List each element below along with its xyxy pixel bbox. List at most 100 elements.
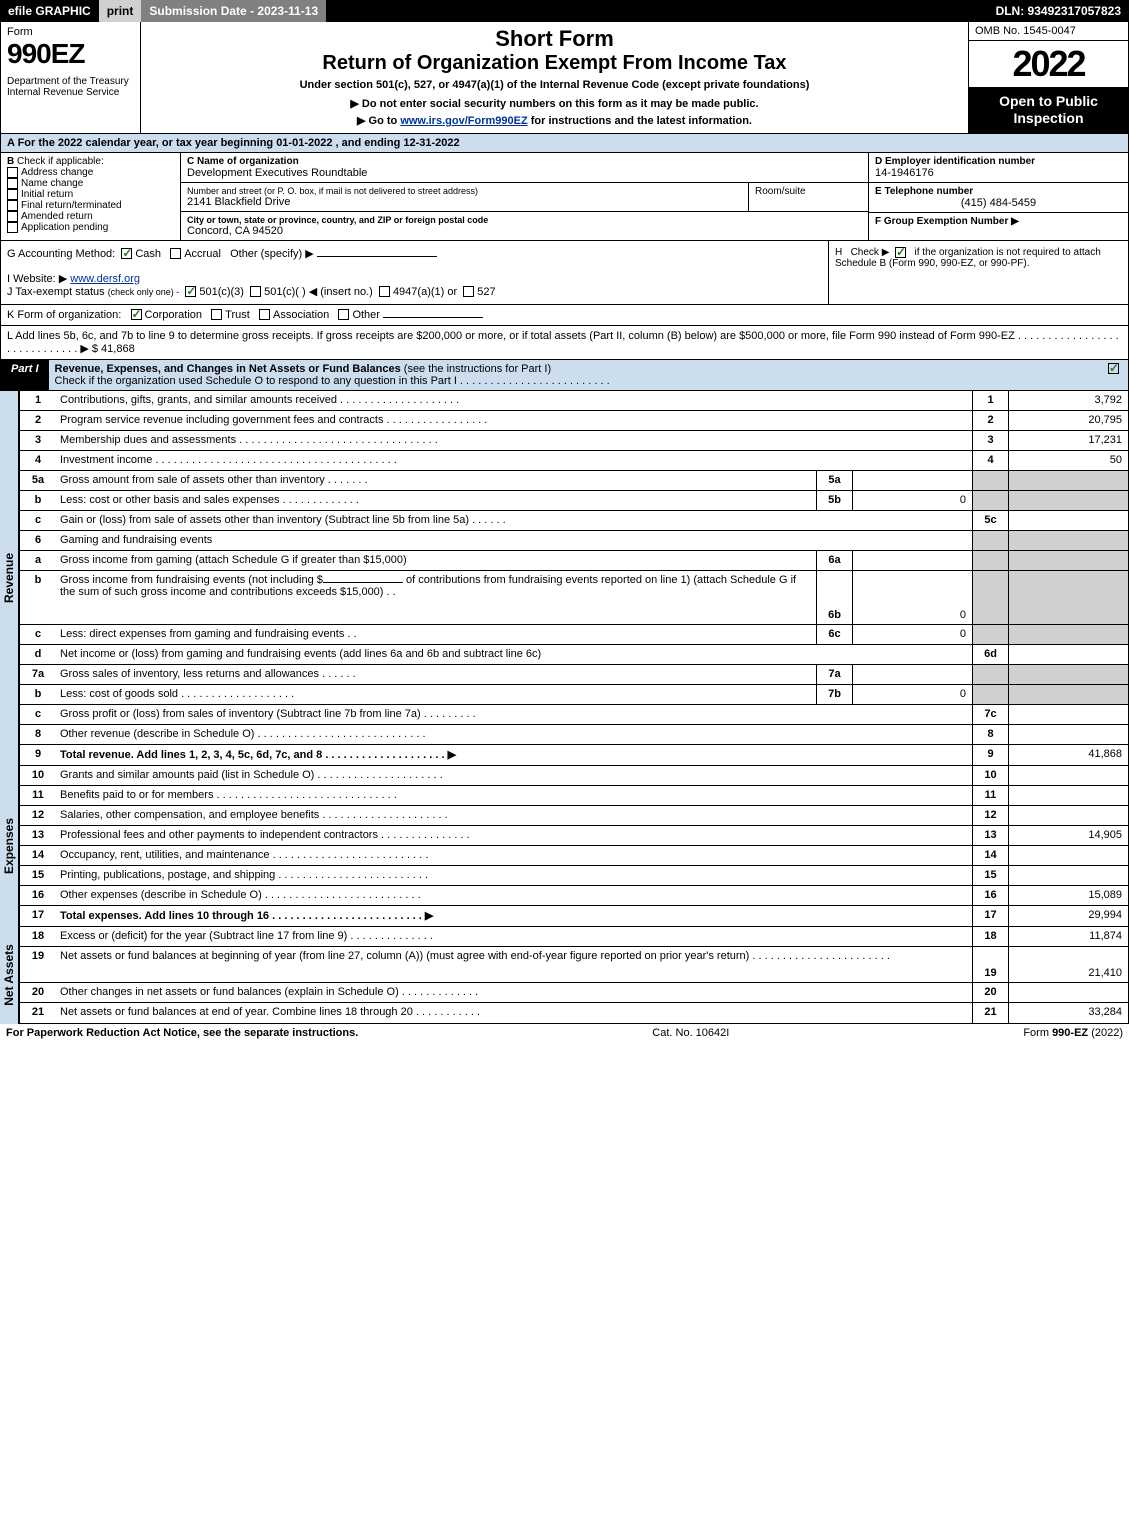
line-12: 12Salaries, other compensation, and empl… [20, 806, 1128, 826]
line-2-desc: Program service revenue including govern… [56, 411, 972, 430]
initial-return-label: Initial return [21, 189, 73, 200]
line-11: 11Benefits paid to or for members . . . … [20, 786, 1128, 806]
line-6c-rnum [972, 625, 1008, 644]
form-label: Form [7, 26, 134, 38]
part1-sched-o-checkbox[interactable] [1108, 363, 1119, 374]
line-18-num: 18 [20, 927, 56, 946]
website-link[interactable]: www.dersf.org [70, 273, 140, 285]
line-5a-sn: 5a [816, 471, 852, 490]
501c3-checkbox[interactable] [185, 286, 196, 297]
other-org-checkbox[interactable] [338, 309, 349, 320]
line-1-rval: 3,792 [1008, 391, 1128, 410]
corp-checkbox[interactable] [131, 309, 142, 320]
line-9: 9Total revenue. Add lines 1, 2, 3, 4, 5c… [20, 745, 1128, 765]
line-21-num: 21 [20, 1003, 56, 1023]
line-5c-rval [1008, 511, 1128, 530]
header-left: Form 990EZ Department of the Treasury In… [1, 22, 141, 133]
501c-label: 501(c)( ) ◀ (insert no.) [264, 286, 373, 298]
city-value: Concord, CA 94520 [187, 225, 862, 237]
other-org-input[interactable] [383, 317, 483, 318]
under-section: Under section 501(c), 527, or 4947(a)(1)… [151, 79, 958, 91]
line-11-rnum: 11 [972, 786, 1008, 805]
line-10-desc: Grants and similar amounts paid (list in… [56, 766, 972, 785]
expenses-sidelabel: Expenses [0, 766, 19, 927]
accrual-checkbox[interactable] [170, 248, 181, 259]
revenue-section: Revenue 1Contributions, gifts, grants, a… [0, 391, 1129, 766]
form-header: Form 990EZ Department of the Treasury In… [0, 22, 1129, 134]
line-13-rnum: 13 [972, 826, 1008, 845]
line-11-desc: Benefits paid to or for members . . . . … [56, 786, 972, 805]
ein-label: D Employer identification number [875, 156, 1122, 167]
irs-link[interactable]: www.irs.gov/Form990EZ [400, 115, 527, 127]
cash-checkbox[interactable] [121, 248, 132, 259]
line-18-rnum: 18 [972, 927, 1008, 946]
line-14-rnum: 14 [972, 846, 1008, 865]
line-6c-desc: Less: direct expenses from gaming and fu… [56, 625, 816, 644]
other-method-input[interactable] [317, 256, 437, 257]
line-11-rval [1008, 786, 1128, 805]
footer-left: For Paperwork Reduction Act Notice, see … [6, 1027, 358, 1039]
line-15-desc: Printing, publications, postage, and shi… [56, 866, 972, 885]
line-5b-rval [1008, 491, 1128, 510]
netassets-section: Net Assets 18Excess or (deficit) for the… [0, 927, 1129, 1024]
line-20-rnum: 20 [972, 983, 1008, 1002]
line-6c: cLess: direct expenses from gaming and f… [20, 625, 1128, 645]
name-change-checkbox[interactable] [7, 178, 18, 189]
line-5b-rnum [972, 491, 1008, 510]
accrual-label: Accrual [184, 248, 221, 260]
line-12-num: 12 [20, 806, 56, 825]
l-value: 41,868 [101, 343, 135, 355]
line-7b-rnum [972, 685, 1008, 704]
org-name-value: Development Executives Roundtable [187, 167, 862, 179]
line-8-rnum: 8 [972, 725, 1008, 744]
phone-value: (415) 484-5459 [875, 197, 1122, 209]
line-16: 16Other expenses (describe in Schedule O… [20, 886, 1128, 906]
501c-checkbox[interactable] [250, 286, 261, 297]
line-17-desc: Total expenses. Add lines 10 through 16 … [56, 906, 972, 926]
line-2-num: 2 [20, 411, 56, 430]
line-1-desc: Contributions, gifts, grants, and simila… [56, 391, 972, 410]
line-5b-num: b [20, 491, 56, 510]
line-6a-sn: 6a [816, 551, 852, 570]
line-6: 6Gaming and fundraising events [20, 531, 1128, 551]
line-7b-desc: Less: cost of goods sold . . . . . . . .… [56, 685, 816, 704]
row-bcdef: B Check if applicable: Address change Na… [0, 153, 1129, 241]
street-value: 2141 Blackfield Drive [187, 196, 742, 208]
initial-return-checkbox[interactable] [7, 189, 18, 200]
app-pending-checkbox[interactable] [7, 222, 18, 233]
line-4: 4Investment income . . . . . . . . . . .… [20, 451, 1128, 471]
line-5a-rval [1008, 471, 1128, 490]
line-6b-blank[interactable] [323, 582, 403, 583]
part1-sub: (see the instructions for Part I) [404, 363, 551, 375]
line-5c-desc: Gain or (loss) from sale of assets other… [56, 511, 972, 530]
addr-change-checkbox[interactable] [7, 167, 18, 178]
line-15-rnum: 15 [972, 866, 1008, 885]
527-checkbox[interactable] [463, 286, 474, 297]
part1-header: Part I Revenue, Expenses, and Changes in… [0, 360, 1129, 391]
trust-checkbox[interactable] [211, 309, 222, 320]
line-7c-num: c [20, 705, 56, 724]
city-label: City or town, state or province, country… [187, 215, 862, 225]
line-21-rval: 33,284 [1008, 1003, 1128, 1023]
schedb-checkbox[interactable] [895, 247, 906, 258]
ssn-note: ▶ Do not enter social security numbers o… [151, 97, 958, 110]
final-return-checkbox[interactable] [7, 200, 18, 211]
4947-checkbox[interactable] [379, 286, 390, 297]
line-6-desc: Gaming and fundraising events [56, 531, 972, 550]
line-18-desc: Excess or (deficit) for the year (Subtra… [56, 927, 972, 946]
line-10-rval [1008, 766, 1128, 785]
line-4-rval: 50 [1008, 451, 1128, 470]
line-10-rnum: 10 [972, 766, 1008, 785]
line-6a-desc: Gross income from gaming (attach Schedul… [56, 551, 816, 570]
amended-return-checkbox[interactable] [7, 211, 18, 222]
line-8: 8Other revenue (describe in Schedule O) … [20, 725, 1128, 745]
line-11-num: 11 [20, 786, 56, 805]
city-box: City or town, state or province, country… [181, 212, 868, 240]
print-button[interactable]: print [99, 0, 142, 22]
line-7c-desc: Gross profit or (loss) from sales of inv… [56, 705, 972, 724]
line-7a-num: 7a [20, 665, 56, 684]
line-16-rnum: 16 [972, 886, 1008, 905]
assoc-checkbox[interactable] [259, 309, 270, 320]
street-label: Number and street (or P. O. box, if mail… [187, 186, 742, 196]
j-sub: (check only one) - [108, 287, 180, 297]
